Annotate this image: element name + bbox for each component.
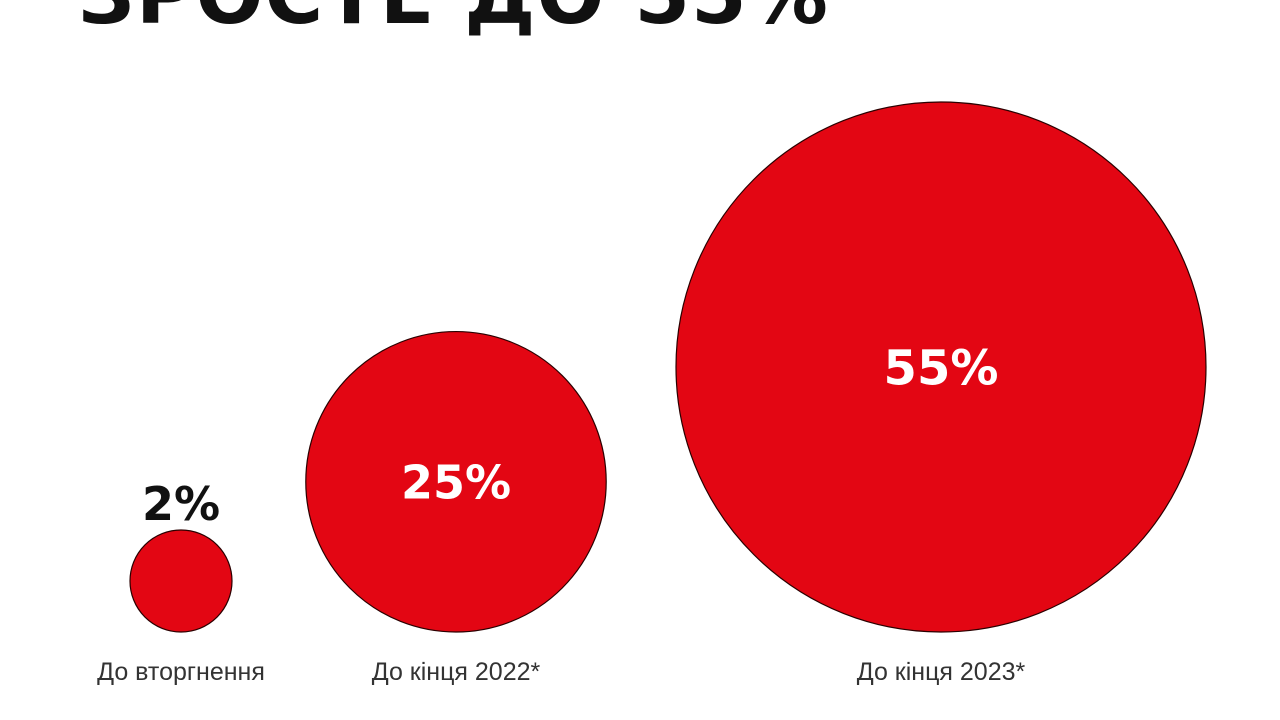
bubble-1 [129,529,233,633]
category-label-2: До кінця 2022* [372,658,541,686]
value-label-2: 25% [401,455,511,509]
value-label-3: 55% [884,340,999,396]
category-label-3: До кінця 2023* [857,658,1026,686]
bubble-3 [675,101,1207,633]
category-label-1: До вторгнення [97,658,265,686]
bubble-2 [305,330,607,633]
headline: ЗРОСТЕ ДО 55% [78,0,829,36]
value-label-1: 2% [142,477,220,531]
